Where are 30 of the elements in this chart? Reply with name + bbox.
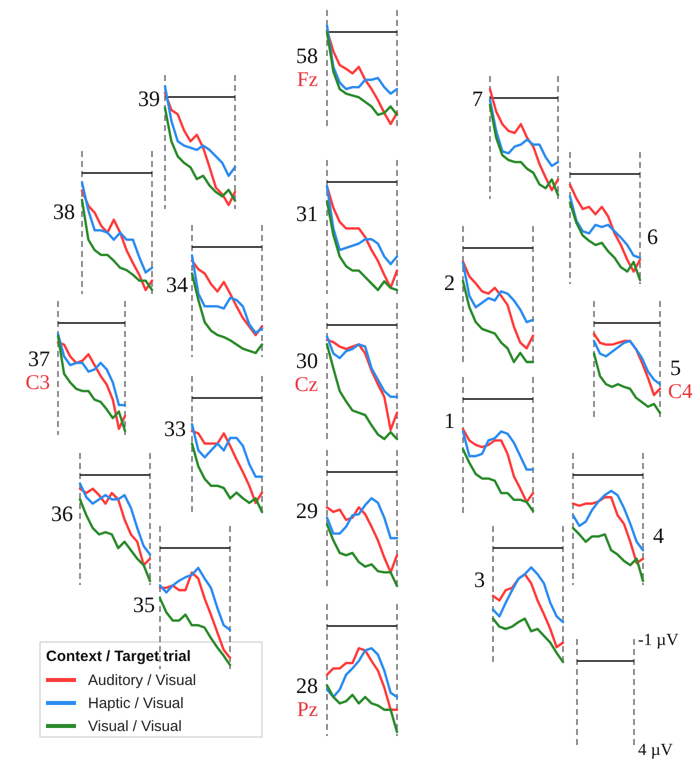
text: Pz	[297, 697, 318, 721]
text: C4	[668, 379, 694, 403]
text: Cz	[294, 372, 318, 396]
text: 36	[51, 501, 73, 526]
text: 37	[28, 346, 50, 371]
text: 4	[653, 523, 664, 548]
text: 3	[474, 567, 485, 592]
text: 58	[296, 43, 318, 68]
text: 4 µV	[638, 740, 674, 759]
text: 30	[296, 348, 318, 373]
text: 28	[296, 673, 318, 698]
text: Fz	[297, 67, 318, 91]
legend-label: Visual / Visual	[88, 718, 182, 735]
text: 34	[166, 272, 188, 297]
text: 35	[133, 592, 155, 617]
text: 29	[296, 498, 318, 523]
text: 38	[53, 199, 75, 224]
chart-title: 39	[138, 86, 160, 111]
text: 5	[670, 355, 681, 380]
legend-title: Context / Target trial	[46, 648, 191, 665]
legend-label: Haptic / Visual	[88, 695, 184, 712]
chart-title: 7	[472, 86, 483, 111]
text: 6	[647, 224, 658, 249]
text: 33	[164, 416, 186, 441]
text: 31	[296, 201, 318, 226]
text: C3	[25, 370, 50, 394]
legend-label: Auditory / Visual	[88, 672, 196, 689]
chart-title: 1	[444, 408, 455, 433]
text: 2	[444, 270, 455, 295]
text: -1 µV	[638, 630, 680, 649]
